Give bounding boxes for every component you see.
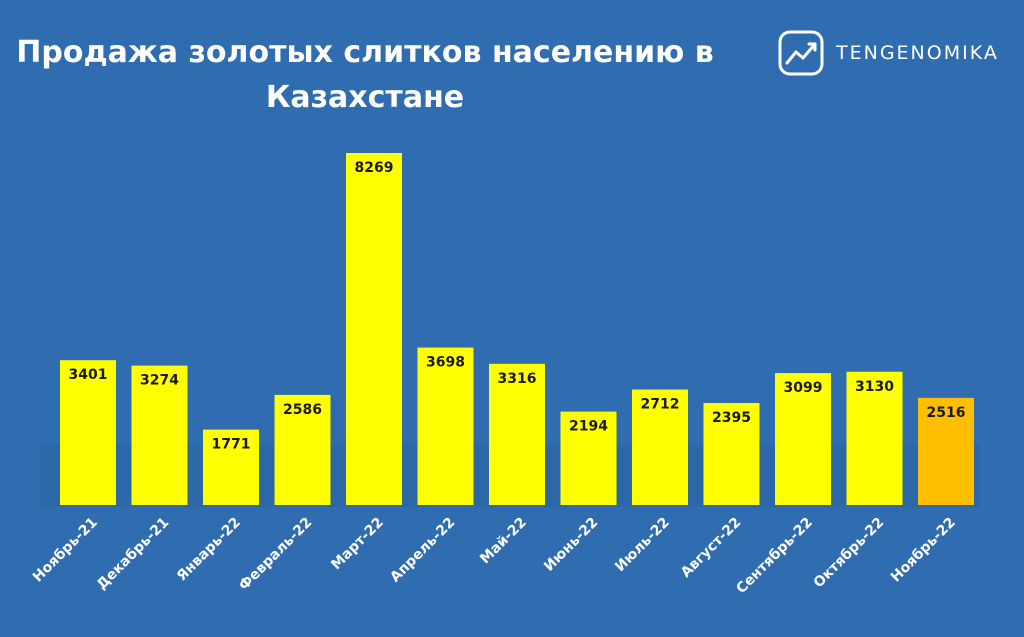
bar [489, 363, 545, 505]
bar [560, 411, 617, 505]
x-tick-label: Декабрь-21 [94, 515, 172, 593]
bar-value-label: 2395 [712, 410, 751, 426]
x-tick-label: Сентябрь-22 [733, 515, 815, 597]
x-tick-label: Октябрь-22 [811, 515, 888, 592]
x-tick-label: Июль-22 [612, 515, 673, 576]
bar [703, 403, 760, 505]
brand-name: TENGENOMIKA [836, 42, 999, 64]
chart-title-line-1: Продажа золотых слитков населению в [16, 35, 714, 70]
bar-value-label: 3316 [498, 371, 537, 387]
bar [60, 360, 116, 505]
bar-value-label: 3274 [140, 373, 179, 389]
bar-value-label: 2194 [569, 419, 608, 435]
x-tick-label: Январь-22 [174, 515, 244, 585]
bar-value-label: 3401 [69, 367, 108, 383]
bar [918, 397, 974, 505]
bar [417, 347, 474, 505]
bar-value-label: 2712 [641, 397, 680, 413]
bar-value-label: 8269 [355, 160, 394, 176]
bar-value-label: 2586 [283, 402, 322, 418]
brand-logo: TENGENOMIKA [778, 28, 999, 78]
chart-title: Продажа золотых слитков населению в Каза… [0, 30, 730, 120]
bar [846, 371, 903, 505]
bar [775, 373, 831, 505]
bar [346, 153, 402, 505]
bar [632, 389, 688, 505]
bar [274, 394, 331, 505]
bar [203, 429, 259, 505]
x-tick-label: Апрель-22 [387, 515, 458, 586]
x-tick-label: Март-22 [328, 515, 387, 574]
x-tick-label: Июнь-22 [541, 515, 601, 575]
bar-value-label: 3698 [426, 355, 465, 371]
x-tick-label: Ноябрь-21 [30, 515, 101, 586]
x-tick-label: Август-22 [678, 515, 744, 581]
x-tick-label: Май-22 [477, 515, 530, 568]
bar-value-label: 1771 [212, 437, 251, 453]
trend-chart-icon [778, 30, 824, 76]
chart-title-line-2: Казахстане [265, 80, 465, 115]
bar [131, 365, 188, 505]
bar-value-label: 3130 [855, 379, 894, 395]
x-tick-label: Ноябрь-22 [888, 515, 959, 586]
x-tick-label: Февраль-22 [236, 515, 315, 594]
bar-value-label: 3099 [784, 380, 823, 396]
bar-value-label: 2516 [927, 405, 966, 421]
